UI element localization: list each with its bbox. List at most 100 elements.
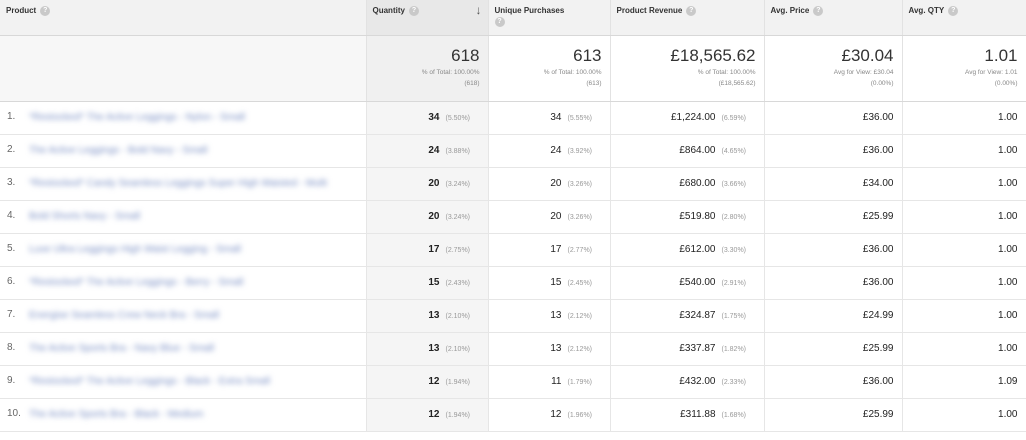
column-header-product[interactable]: Product? xyxy=(0,0,367,36)
avg-qty-cell: 1.00 xyxy=(902,134,1026,168)
quantity-value: 13 xyxy=(428,310,440,321)
quantity-value: 17 xyxy=(428,244,440,255)
column-label-quantity: Quantity xyxy=(372,6,405,15)
quantity-value: 12 xyxy=(428,409,440,420)
unique-purchases-percent: (2.77%) xyxy=(567,247,593,254)
product-revenue-cell: £519.80 (2.80%) xyxy=(610,200,765,234)
quantity-cell: 20 (3.24%) xyxy=(366,167,489,201)
product-revenue-percent: (3.30%) xyxy=(721,247,747,254)
quantity-percent: (1.94%) xyxy=(445,379,471,386)
quantity-percent: (2.10%) xyxy=(445,313,471,320)
product-link[interactable]: Bold Shorts Navy - Small xyxy=(29,211,141,222)
total-subtext: (0.00%) xyxy=(994,79,1018,87)
unique-purchases-percent: (3.26%) xyxy=(567,181,593,188)
product-revenue-cell: £324.87 (1.75%) xyxy=(610,299,765,333)
unique-purchases-value: 13 xyxy=(550,310,562,321)
total-subtext: % of Total: 100.00% xyxy=(421,68,480,76)
avg-qty-cell: 1.00 xyxy=(902,233,1026,267)
product-revenue-percent: (1.82%) xyxy=(721,346,747,353)
total-subtext: (0.00%) xyxy=(870,79,894,87)
unique-purchases-percent: (5.55%) xyxy=(567,115,593,122)
product-link[interactable]: *Restocked* The Active Leggings - Black … xyxy=(29,376,271,387)
quantity-cell: 20 (3.24%) xyxy=(366,200,489,234)
help-icon[interactable]: ? xyxy=(686,6,697,16)
product-cell: 2. The Active Leggings - Bold Navy - Smal… xyxy=(0,134,367,168)
column-label-avg-qty: Avg. QTY xyxy=(908,6,945,15)
avg-price-cell: £25.99 xyxy=(764,332,903,366)
avg-price-cell: £24.99 xyxy=(764,299,903,333)
column-label-product-revenue: Product Revenue xyxy=(616,6,683,15)
quantity-value: 13 xyxy=(428,343,440,354)
product-link[interactable]: Luxe Ultra Leggings High Waist Legging -… xyxy=(29,244,241,255)
row-index: 8. xyxy=(7,342,16,353)
column-header-unique-purchases[interactable]: Unique Purchases? xyxy=(488,0,611,36)
quantity-value: 24 xyxy=(428,145,440,156)
product-cell: 10. The Active Sports Bra - Black - Mediu… xyxy=(0,398,367,432)
unique-purchases-cell: 13 (2.12%) xyxy=(488,332,611,366)
sort-descending-icon[interactable]: ↓ xyxy=(475,3,482,17)
product-link[interactable]: The Active Sports Bra - Black - Medium xyxy=(29,409,204,420)
unique-purchases-cell: 11 (1.79%) xyxy=(488,365,611,399)
quantity-value: 20 xyxy=(428,211,440,222)
help-icon[interactable]: ? xyxy=(40,6,51,16)
table-row: 2. The Active Leggings - Bold Navy - Smal… xyxy=(0,134,1026,168)
product-revenue-cell: £311.88 (1.68%) xyxy=(610,398,765,432)
quantity-percent: (3.24%) xyxy=(445,181,471,188)
table-row: 4. Bold Shorts Navy - Small 20 (3.24%) 20 (3.… xyxy=(0,200,1026,234)
product-link[interactable]: *Restocked* The Active Leggings - Nylon … xyxy=(29,112,246,123)
column-header-product-revenue[interactable]: Product Revenue? xyxy=(610,0,765,36)
product-link[interactable]: The Active Sports Bra - Navy Blue - Smal… xyxy=(29,343,215,354)
help-icon[interactable]: ? xyxy=(494,17,505,27)
unique-purchases-value: 17 xyxy=(550,244,562,255)
product-revenue-value: £1,224.00 xyxy=(671,112,716,123)
column-label-product: Product xyxy=(6,6,37,15)
product-link[interactable]: The Active Leggings - Bold Navy - Small xyxy=(29,145,208,156)
avg-qty-cell: 1.00 xyxy=(902,266,1026,300)
quantity-percent: (5.50%) xyxy=(445,115,471,122)
unique-purchases-cell: 20 (3.26%) xyxy=(488,200,611,234)
product-link[interactable]: Energise Seamless Crew Neck Bra - Small xyxy=(29,310,220,321)
column-header-avg-price[interactable]: Avg. Price? xyxy=(764,0,903,36)
product-revenue-cell: £1,224.00 (6.59%) xyxy=(610,101,765,135)
total-subtext: % of Total: 100.00% xyxy=(697,68,756,76)
help-icon[interactable]: ? xyxy=(948,6,959,16)
quantity-cell: 24 (3.88%) xyxy=(366,134,489,168)
totals-avg-qty: 1.01 Avg for View: 1.01 (0.00%) xyxy=(902,35,1026,102)
help-icon[interactable]: ? xyxy=(813,6,824,16)
unique-purchases-value: 20 xyxy=(550,211,562,222)
avg-price-cell: £25.99 xyxy=(764,398,903,432)
quantity-percent: (2.75%) xyxy=(445,247,471,254)
unique-purchases-value: 34 xyxy=(550,112,562,123)
avg-price-cell: £36.00 xyxy=(764,134,903,168)
totals-product-cell xyxy=(0,35,367,102)
unique-purchases-cell: 12 (1.96%) xyxy=(488,398,611,432)
unique-purchases-value: 15 xyxy=(550,277,562,288)
quantity-percent: (2.10%) xyxy=(445,346,471,353)
row-index: 3. xyxy=(7,177,16,188)
quantity-percent: (2.43%) xyxy=(445,280,471,287)
product-revenue-percent: (1.68%) xyxy=(721,412,747,419)
column-header-quantity[interactable]: Quantity? ↓ xyxy=(366,0,489,36)
row-index: 1. xyxy=(7,111,16,122)
product-revenue-percent: (2.91%) xyxy=(721,280,747,287)
quantity-cell: 34 (5.50%) xyxy=(366,101,489,135)
total-value: 618 xyxy=(451,45,480,65)
row-index: 10. xyxy=(7,408,21,419)
quantity-cell: 13 (2.10%) xyxy=(366,299,489,333)
quantity-value: 15 xyxy=(428,277,440,288)
product-link[interactable]: *Restocked* The Active Leggings - Berry … xyxy=(29,277,244,288)
unique-purchases-percent: (2.45%) xyxy=(567,280,593,287)
product-revenue-value: £519.80 xyxy=(679,211,716,222)
unique-purchases-cell: 15 (2.45%) xyxy=(488,266,611,300)
quantity-cell: 12 (1.94%) xyxy=(366,365,489,399)
column-header-avg-qty[interactable]: Avg. QTY? xyxy=(902,0,1026,36)
product-link[interactable]: *Restocked* Candy Seamless Leggings Supe… xyxy=(29,178,328,189)
product-cell: 8. The Active Sports Bra - Navy Blue - Sm… xyxy=(0,332,367,366)
total-subtext: (£18,565.62) xyxy=(718,79,756,87)
quantity-cell: 15 (2.43%) xyxy=(366,266,489,300)
product-revenue-percent: (2.80%) xyxy=(721,214,747,221)
unique-purchases-percent: (1.79%) xyxy=(567,379,593,386)
unique-purchases-percent: (3.26%) xyxy=(567,214,593,221)
help-icon[interactable]: ? xyxy=(408,6,419,16)
product-cell: 4. Bold Shorts Navy - Small xyxy=(0,200,367,234)
